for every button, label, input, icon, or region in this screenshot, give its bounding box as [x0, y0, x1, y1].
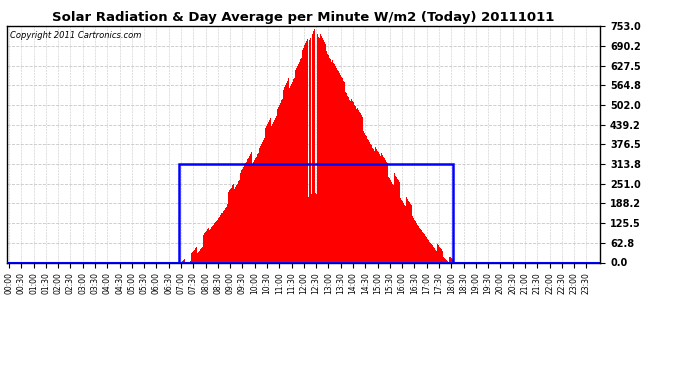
Title: Solar Radiation & Day Average per Minute W/m2 (Today) 20111011: Solar Radiation & Day Average per Minute…	[52, 11, 555, 24]
Text: Copyright 2011 Cartronics.com: Copyright 2011 Cartronics.com	[10, 31, 141, 40]
Bar	[179, 164, 453, 262]
